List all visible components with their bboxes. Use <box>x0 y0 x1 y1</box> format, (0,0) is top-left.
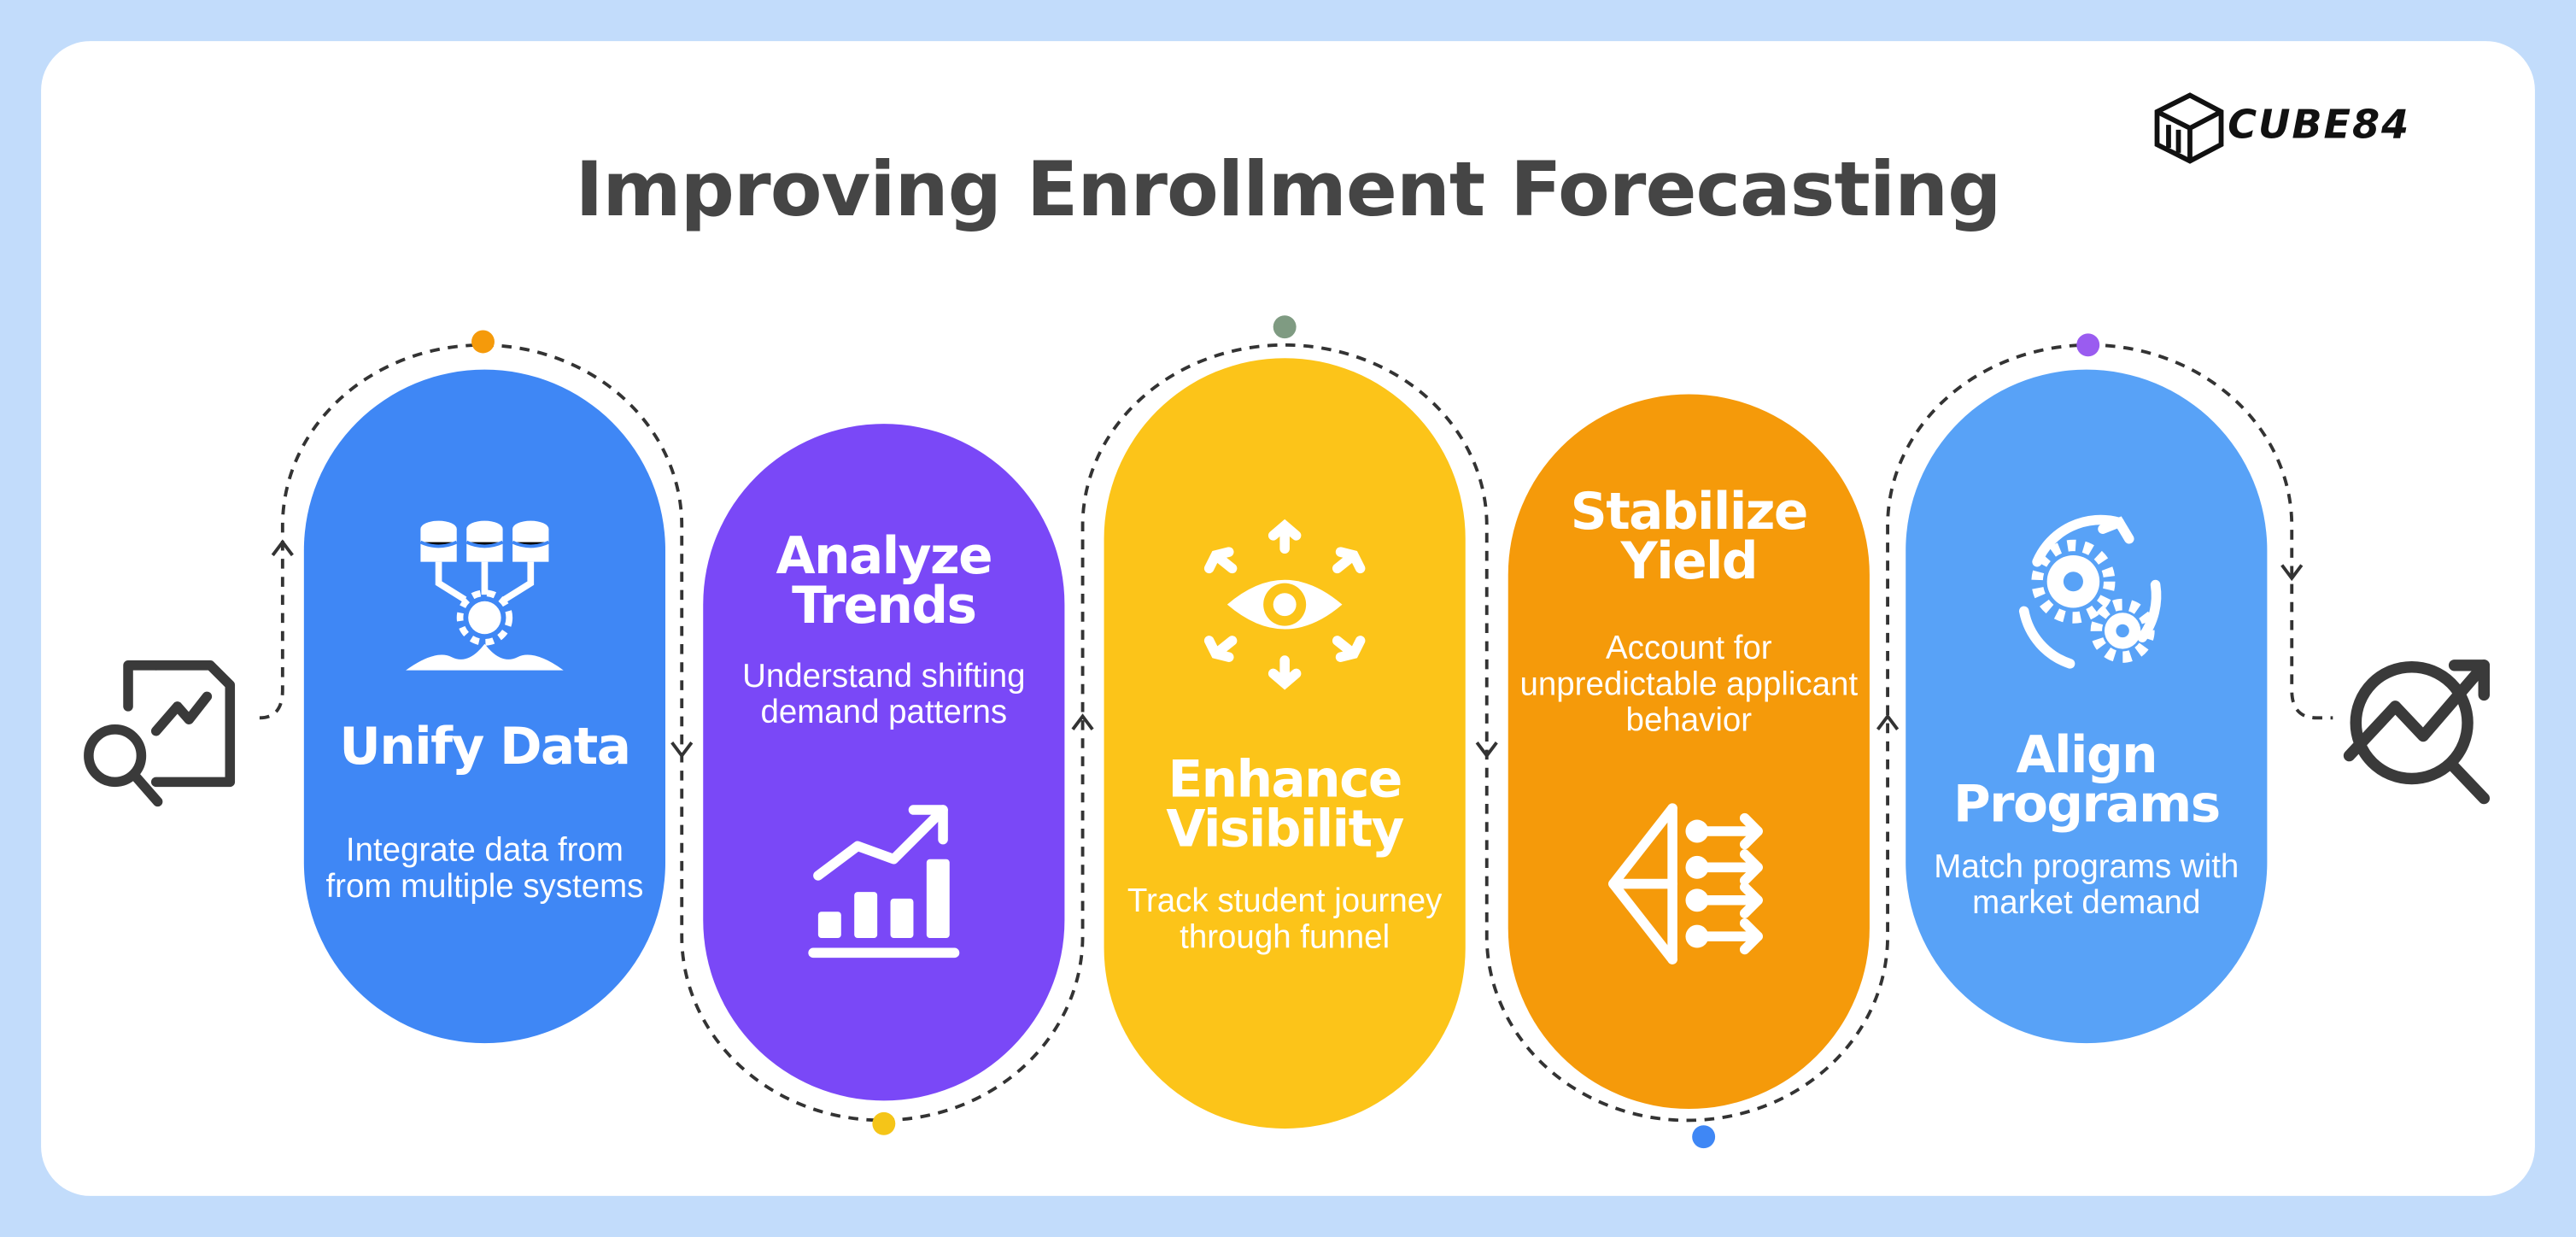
step-description: Track student journey through funnel <box>1127 883 1443 957</box>
step-description: Integrate data from from multiple system… <box>325 832 644 906</box>
right-icon <box>2343 660 2491 805</box>
step-card: Unify Data Integrate data from from multi… <box>303 369 666 1044</box>
step-description: Match programs with market demand <box>1934 849 2239 922</box>
brand-logo <box>2154 92 2224 164</box>
dots <box>471 315 2100 1149</box>
step-icon <box>406 520 564 671</box>
arrows <box>271 539 2304 759</box>
left-icon <box>84 660 236 807</box>
title: Improving Enrollment Forecasting <box>575 144 2001 234</box>
step-icon <box>2018 514 2162 669</box>
step-icon <box>1203 519 1366 690</box>
dashed-path <box>259 343 2333 1123</box>
step-card: Stabilize Yield Account for unpredictable… <box>1508 394 1870 1110</box>
step-description: Account for unpredictable applicant beha… <box>1519 630 1859 740</box>
step-description: Understand shifting demand patterns <box>742 659 1026 731</box>
brand: CUBE84 <box>2228 102 2411 149</box>
step-title: Unify Data <box>339 718 631 777</box>
step-title: Enhance Visibility <box>1166 750 1404 859</box>
step-title: Align Programs <box>1952 725 2221 835</box>
step-card: Align Programs Match programs with market… <box>1906 369 2268 1044</box>
step-title: Stabilize Yield <box>1570 483 1809 592</box>
step-icon <box>808 805 960 959</box>
step-icon <box>1608 803 1763 964</box>
step-title: Analyze Trends <box>776 527 993 636</box>
step-card: Analyze Trends Understand shifting demand… <box>703 424 1065 1101</box>
step-card: Enhance Visibility Track student journey … <box>1104 358 1466 1129</box>
